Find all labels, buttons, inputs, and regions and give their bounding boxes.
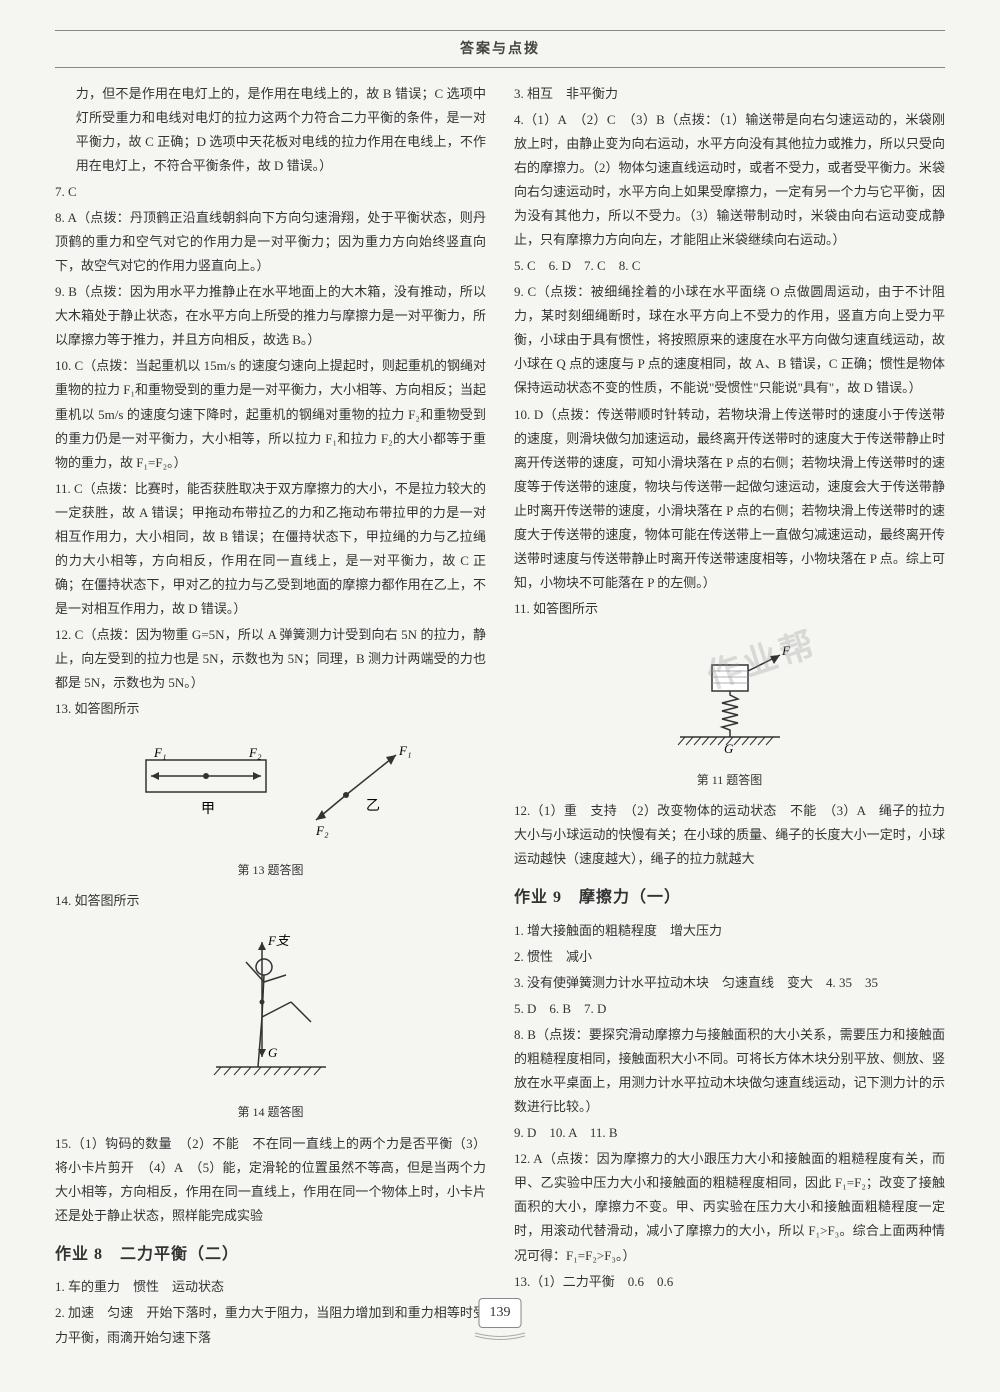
text-block: 9. B（点拨：因为用水平力推静止在水平地面上的大木箱，没有推动，所以大木箱处于…	[55, 280, 486, 352]
text-block: 10. C（点拨：当起重机以 15m/s 的速度匀速向上提起时，则起重机的钢绳对…	[55, 354, 486, 474]
text-block: 5. C 6. D 7. C 8. C	[514, 254, 945, 278]
figure-14-caption: 第 14 题答图	[55, 1101, 486, 1123]
text-block: 1. 增大接触面的粗糙程度 增大压力	[514, 919, 945, 943]
text-block: 12. A（点拨：因为摩擦力的大小跟压力大小和接触面的粗糙程度有关，而甲、乙实验…	[514, 1147, 945, 1267]
text-block: 15.（1）钩码的数量 （2）不能 不在同一直线上的两个力是否平衡（3）将小卡片…	[55, 1132, 486, 1228]
section-9-title: 作业 9 摩擦力（一）	[514, 883, 945, 913]
page-number: 139	[479, 1298, 522, 1328]
text-block: 11. 如答图所示	[514, 597, 945, 621]
figure-11: F G 第 11 题答图	[514, 635, 945, 791]
page-header: 答案与点拨	[55, 33, 945, 68]
left-column: 力，但不是作用在电灯上的，是作用在电线上的，故 B 错误；C 选项中灯所受重力和…	[55, 82, 486, 1352]
text-block: 9. C（点拨：被细绳拴着的小球在水平面绕 O 点做圆周运动，由于不计阻力，某时…	[514, 280, 945, 400]
text-block: 4.（1）A （2）C （3）B（点拨：（1）输送带是向右匀速运动的，米袋刚放上…	[514, 108, 945, 252]
text-block: 2. 加速 匀速 开始下落时，重力大于阻力，当阻力增加到和重力相等时受力平衡，雨…	[55, 1301, 486, 1349]
svg-text:F₁: F₁	[153, 745, 166, 760]
text-block: 7. C	[55, 180, 486, 204]
svg-text:F₂: F₂	[315, 823, 329, 838]
text-block: 5. D 6. B 7. D	[514, 997, 945, 1021]
svg-text:F支: F支	[267, 933, 291, 948]
page-container: 答案与点拨 力，但不是作用在电灯上的，是作用在电线上的，故 B 错误；C 选项中…	[0, 0, 1000, 1392]
fig13-left-label: 甲	[201, 802, 215, 817]
figure-13: F₁ F₂ 甲 F₁ F₂ 乙 第 13 题答图	[55, 735, 486, 881]
svg-text:F: F	[781, 643, 791, 658]
text-block: 8. B（点拨：要探究滑动摩擦力与接触面积的大小关系，需要压力和接触面的粗糙程度…	[514, 1023, 945, 1119]
figure-14: F支 G 第 14 题答图	[55, 927, 486, 1123]
text-block: 13. 如答图所示	[55, 697, 486, 721]
svg-text:F₁: F₁	[398, 743, 411, 758]
text-block: 11. C（点拨：比赛时，能否获胜取决于双方摩擦力的大小，不是拉力较大的一定获胜…	[55, 477, 486, 621]
text-block: 13.（1）二力平衡 0.6 0.6	[514, 1270, 945, 1294]
text-block: 3. 没有使弹簧测力计水平拉动木块 匀速直线 变大 4. 35 35	[514, 971, 945, 995]
text-block: 12. C（点拨：因为物重 G=5N，所以 A 弹簧测力计受到向右 5N 的拉力…	[55, 623, 486, 695]
text-block: 12.（1）重 支持 （2）改变物体的运动状态 不能 （3）A 绳子的拉力大小与…	[514, 799, 945, 871]
svg-text:G: G	[268, 1045, 278, 1060]
text-block: 10. D（点拨：传送带顺时针转动，若物块滑上传送带时的速度小于传送带的速度，则…	[514, 403, 945, 595]
text-block: 2. 惯性 减小	[514, 945, 945, 969]
right-column: 3. 相互 非平衡力 4.（1）A （2）C （3）B（点拨：（1）输送带是向右…	[514, 82, 945, 1352]
header-top-rule	[55, 30, 945, 31]
section-8-title: 作业 8 二力平衡（二）	[55, 1240, 486, 1270]
text-block: 14. 如答图所示	[55, 889, 486, 913]
text-block: 9. D 10. A 11. B	[514, 1121, 945, 1145]
text-block: 1. 车的重力 惯性 运动状态	[55, 1275, 486, 1299]
figure-11-caption: 第 11 题答图	[514, 769, 945, 791]
svg-text:G: G	[724, 741, 734, 755]
text-block: 3. 相互 非平衡力	[514, 82, 945, 106]
text-block: 8. A（点拨：丹顶鹤正沿直线朝斜向下方向匀速滑翔，处于平衡状态，则丹顶鹤的重力…	[55, 206, 486, 278]
svg-text:乙: 乙	[366, 798, 380, 814]
page-number-container: 139	[479, 1298, 522, 1328]
book-spine-icon	[470, 1330, 530, 1340]
figure-13-caption: 第 13 题答图	[55, 859, 486, 881]
svg-text:F₂: F₂	[248, 745, 262, 760]
two-column-layout: 力，但不是作用在电灯上的，是作用在电线上的，故 B 错误；C 选项中灯所受重力和…	[55, 82, 945, 1352]
text-block: 力，但不是作用在电灯上的，是作用在电线上的，故 B 错误；C 选项中灯所受重力和…	[55, 82, 486, 178]
